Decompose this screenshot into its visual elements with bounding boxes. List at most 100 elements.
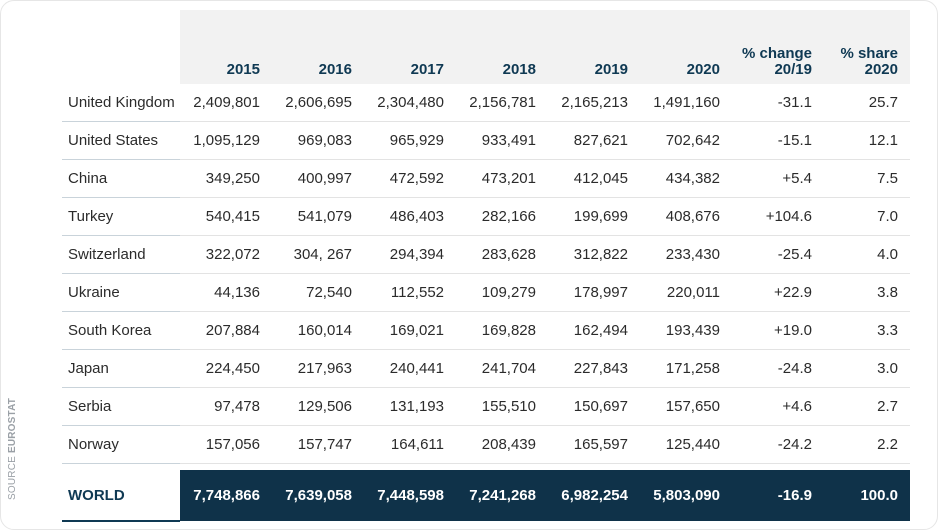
- source-credit: SOURCE EUROSTAT: [7, 398, 21, 500]
- table-row: China 349,250 400,997 472,592 473,201 412,045…: [62, 159, 910, 198]
- header-blank: [62, 10, 180, 84]
- table-cell-2015: 207,884: [180, 311, 272, 350]
- table-cell-2018: 473,201: [456, 159, 548, 198]
- table-row: Norway 157,056 157,747 164,611 208,439 165,59…: [62, 425, 910, 464]
- table-row: United States 1,095,129 969,083 965,929 933,…: [62, 121, 910, 160]
- data-table: 2015 2016 2017 2018 2019 2020 % change 2…: [62, 10, 910, 522]
- table-cell-share: 4.0: [824, 235, 910, 274]
- table-cell-2017: 294,394: [364, 235, 456, 274]
- row-country-label: United States: [62, 121, 180, 160]
- table-row: South Korea 207,884 160,014 169,021 169,828 1…: [62, 311, 910, 350]
- table-cell-2019: 165,597: [548, 425, 640, 464]
- table-cell-2017: 112,552: [364, 273, 456, 312]
- total-cell-change: -16.9: [732, 470, 824, 521]
- table-cell-2017: 169,021: [364, 311, 456, 350]
- table-cell-2019: 150,697: [548, 387, 640, 426]
- total-cell-2018: 7,241,268: [456, 470, 548, 521]
- total-label: WORLD: [62, 470, 180, 522]
- table-cell-2020: 171,258: [640, 349, 732, 388]
- table-row: Serbia 97,478 129,506 131,193 155,510 150,697…: [62, 387, 910, 426]
- table-body: United Kingdom 2,409,801 2,606,695 2,304,48…: [62, 84, 910, 464]
- table-cell-2015: 322,072: [180, 235, 272, 274]
- row-country-label: Ukraine: [62, 273, 180, 312]
- row-country-label: Norway: [62, 425, 180, 464]
- table-cell-2016: 160,014: [272, 311, 364, 350]
- header-year-2015: 2015: [180, 10, 272, 84]
- table-cell-2015: 224,450: [180, 349, 272, 388]
- table-cell-2016: 72,540: [272, 273, 364, 312]
- header-year-2019: 2019: [548, 10, 640, 84]
- row-country-label: Switzerland: [62, 235, 180, 274]
- table-cell-2017: 472,592: [364, 159, 456, 198]
- table-row: Turkey 540,415 541,079 486,403 282,166 199,69…: [62, 197, 910, 236]
- table-cell-change: -24.2: [732, 425, 824, 464]
- total-row: WORLD 7,748,866 7,639,058 7,448,598 7,24…: [62, 470, 910, 522]
- table-cell-share: 3.8: [824, 273, 910, 312]
- table-cell-2020: 125,440: [640, 425, 732, 464]
- table-cell-change: +5.4: [732, 159, 824, 198]
- table-cell-2020: 193,439: [640, 311, 732, 350]
- table-cell-2019: 199,699: [548, 197, 640, 236]
- row-country-label: Japan: [62, 349, 180, 388]
- table-cell-change: +22.9: [732, 273, 824, 312]
- table-cell-2015: 540,415: [180, 197, 272, 236]
- table-cell-2020: 702,642: [640, 121, 732, 160]
- header-year-2018: 2018: [456, 10, 548, 84]
- row-country-label: Turkey: [62, 197, 180, 236]
- table-cell-share: 3.0: [824, 349, 910, 388]
- table-cell-2020: 434,382: [640, 159, 732, 198]
- header-share-line1: % share: [840, 45, 898, 62]
- table-cell-2018: 933,491: [456, 121, 548, 160]
- table-cell-2016: 969,083: [272, 121, 364, 160]
- total-cell-2015: 7,748,866: [180, 470, 272, 521]
- source-name: EUROSTAT: [7, 397, 18, 454]
- table-cell-2019: 312,822: [548, 235, 640, 274]
- row-country-label: United Kingdom: [62, 84, 180, 122]
- table-row: United Kingdom 2,409,801 2,606,695 2,304,48…: [62, 84, 910, 122]
- source-prefix: SOURCE: [7, 456, 18, 500]
- table-cell-share: 25.7: [824, 84, 910, 122]
- header-year-2020: 2020: [640, 10, 732, 84]
- table-cell-2020: 157,650: [640, 387, 732, 426]
- table-cell-2015: 349,250: [180, 159, 272, 198]
- table-cell-2018: 155,510: [456, 387, 548, 426]
- table-cell-2020: 233,430: [640, 235, 732, 274]
- table-cell-2015: 97,478: [180, 387, 272, 426]
- table-cell-2016: 541,079: [272, 197, 364, 236]
- header-year-2017: 2017: [364, 10, 456, 84]
- header-share: % share 2020: [824, 10, 910, 84]
- table-cell-2018: 282,166: [456, 197, 548, 236]
- table-cell-change: +104.6: [732, 197, 824, 236]
- header-change: % change 20/19: [732, 10, 824, 84]
- table-cell-change: -15.1: [732, 121, 824, 160]
- table-cell-2017: 486,403: [364, 197, 456, 236]
- table-cell-2020: 220,011: [640, 273, 732, 312]
- table-cell-change: -24.8: [732, 349, 824, 388]
- table-cell-2018: 283,628: [456, 235, 548, 274]
- table-cell-2018: 241,704: [456, 349, 548, 388]
- header-change-line1: % change: [741, 45, 812, 62]
- header-share-line2: 2020: [864, 61, 898, 78]
- table-cell-2017: 240,441: [364, 349, 456, 388]
- table-cell-2018: 109,279: [456, 273, 548, 312]
- table-cell-2017: 965,929: [364, 121, 456, 160]
- total-cell-share: 100.0: [824, 470, 910, 521]
- table-cell-2016: 217,963: [272, 349, 364, 388]
- table-cell-2019: 412,045: [548, 159, 640, 198]
- total-cell-2016: 7,639,058: [272, 470, 364, 521]
- table-cell-2016: 2,606,695: [272, 84, 364, 122]
- row-country-label: Serbia: [62, 387, 180, 426]
- table-cell-2019: 827,621: [548, 121, 640, 160]
- table-cell-2015: 1,095,129: [180, 121, 272, 160]
- table-cell-share: 2.2: [824, 425, 910, 464]
- table-row: Switzerland 322,072 304, 267 294,394 283,628…: [62, 235, 910, 274]
- header-year-2016: 2016: [272, 10, 364, 84]
- table-cell-share: 7.0: [824, 197, 910, 236]
- table-cell-share: 3.3: [824, 311, 910, 350]
- table-cell-2019: 162,494: [548, 311, 640, 350]
- table-cell-share: 7.5: [824, 159, 910, 198]
- table-cell-2015: 44,136: [180, 273, 272, 312]
- table-cell-2016: 400,997: [272, 159, 364, 198]
- table-cell-share: 12.1: [824, 121, 910, 160]
- header-change-line2: 20/19: [774, 61, 812, 78]
